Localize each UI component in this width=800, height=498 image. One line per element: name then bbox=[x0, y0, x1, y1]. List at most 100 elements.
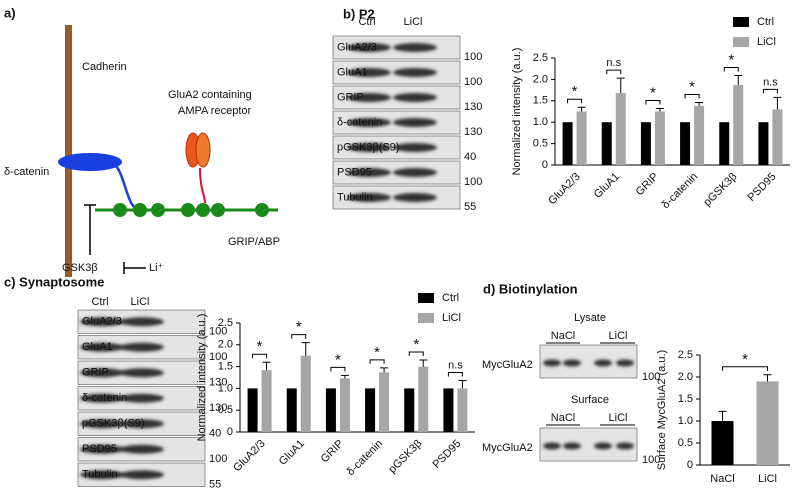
mw-label: 100 bbox=[464, 76, 482, 88]
mw-label: 130 bbox=[209, 402, 227, 414]
blot-band bbox=[80, 393, 124, 403]
grip-domains bbox=[113, 203, 269, 217]
blot-band bbox=[393, 143, 437, 152]
mw-label: 40 bbox=[464, 151, 476, 163]
blot-band bbox=[347, 68, 391, 77]
error-bar bbox=[577, 106, 586, 112]
error-bar bbox=[763, 374, 772, 382]
error-bar bbox=[718, 410, 727, 421]
sig-bracket bbox=[330, 366, 346, 372]
sig-label: * bbox=[335, 351, 341, 368]
x-tick-label: PSD95 bbox=[745, 171, 778, 204]
lane-label: LiCl bbox=[609, 412, 628, 424]
label: AMPA receptor bbox=[178, 105, 251, 117]
legend-swatch bbox=[418, 293, 434, 303]
receptor-shape bbox=[185, 132, 211, 168]
sig-label: n.s bbox=[448, 359, 463, 371]
bar bbox=[286, 388, 297, 432]
error-bar bbox=[773, 96, 782, 110]
y-tick-label: 1.0 bbox=[533, 116, 548, 128]
blot-band bbox=[393, 68, 437, 77]
x-tick-label: GRIP bbox=[319, 438, 347, 466]
y-tick-label: 2.0 bbox=[678, 371, 693, 383]
label: δ-catenin bbox=[4, 166, 49, 178]
bar bbox=[756, 381, 779, 465]
blot-band bbox=[347, 193, 391, 202]
sig-bracket bbox=[369, 359, 385, 364]
lane-label: Ctrl bbox=[91, 296, 108, 308]
row-label: GRIP bbox=[82, 367, 109, 379]
blot-band bbox=[594, 359, 612, 367]
label: GluA2 containing bbox=[168, 89, 252, 101]
blot-band bbox=[543, 359, 561, 367]
link bbox=[199, 167, 206, 204]
label: GSK3β bbox=[62, 262, 98, 274]
sig-bracket bbox=[291, 334, 307, 339]
row-label: GRIP bbox=[337, 91, 364, 103]
sig-bracket bbox=[722, 366, 768, 371]
blot-band bbox=[120, 317, 164, 327]
bar bbox=[457, 388, 468, 432]
row-label: MycGluA2 bbox=[482, 442, 533, 454]
row-label: GluA2/3 bbox=[82, 316, 122, 328]
x-tick-label: GluA2/3 bbox=[546, 171, 583, 208]
y-axis-label: Normalized intensity (a.u.) bbox=[196, 314, 208, 442]
legend-swatch bbox=[418, 313, 434, 323]
bar bbox=[680, 122, 691, 165]
row-label: PSD95 bbox=[82, 443, 117, 455]
x-tick-label: GluA2/3 bbox=[231, 438, 268, 475]
lane-label: LiCl bbox=[404, 16, 423, 28]
row-label: MycGluA2 bbox=[482, 359, 533, 371]
y-tick-label: 1.5 bbox=[218, 361, 233, 373]
y-tick-label: 0.5 bbox=[678, 437, 693, 449]
bar bbox=[615, 93, 626, 165]
mw-label: 100 bbox=[464, 51, 482, 63]
blot-band bbox=[120, 393, 164, 403]
blot-band bbox=[616, 359, 634, 367]
bar bbox=[365, 388, 376, 432]
link bbox=[109, 161, 141, 212]
bar bbox=[694, 105, 705, 165]
sig-bracket bbox=[567, 98, 583, 104]
x-tick-label: pGSK3β bbox=[701, 171, 739, 209]
bar bbox=[443, 388, 454, 432]
blot-band bbox=[393, 168, 437, 177]
row-label: GluA1 bbox=[82, 341, 113, 353]
y-tick-label: 1.5 bbox=[533, 95, 548, 107]
mw-label: 130 bbox=[464, 101, 482, 113]
blot-band bbox=[393, 43, 437, 52]
group-title: Lysate bbox=[574, 312, 606, 324]
y-tick-label: 2.5 bbox=[533, 52, 548, 64]
bar bbox=[325, 388, 336, 432]
y-tick-label: 0.5 bbox=[533, 138, 548, 150]
panel-label: c) Synaptosome bbox=[4, 274, 104, 289]
error-bar bbox=[734, 75, 743, 85]
catenin-shape bbox=[58, 153, 122, 171]
sig-label: n.s bbox=[606, 57, 621, 69]
y-tick-label: 2.5 bbox=[678, 349, 693, 361]
error-bar bbox=[616, 77, 625, 94]
mw-label: 55 bbox=[464, 201, 476, 213]
sig-label: * bbox=[413, 336, 419, 353]
y-tick-label: 0 bbox=[542, 159, 548, 171]
error-bar bbox=[458, 380, 467, 389]
bar bbox=[379, 372, 390, 432]
legend-label: LiCl bbox=[442, 312, 461, 324]
bar bbox=[654, 111, 665, 165]
bar bbox=[576, 111, 587, 165]
bar bbox=[418, 366, 429, 432]
x-tick-label: GluA1 bbox=[592, 171, 622, 201]
bar bbox=[300, 355, 311, 432]
blot-band bbox=[393, 193, 437, 202]
mw-label: 130 bbox=[464, 126, 482, 138]
blot-band bbox=[80, 368, 124, 378]
mw-label: 40 bbox=[209, 427, 221, 439]
legend-swatch bbox=[733, 37, 749, 47]
x-tick-label: PSD95 bbox=[430, 438, 463, 471]
label: GRIP/ABP bbox=[228, 236, 280, 248]
error-bar bbox=[419, 359, 428, 367]
blot-band bbox=[563, 442, 581, 450]
bar bbox=[719, 122, 730, 165]
blot-band bbox=[563, 359, 581, 367]
